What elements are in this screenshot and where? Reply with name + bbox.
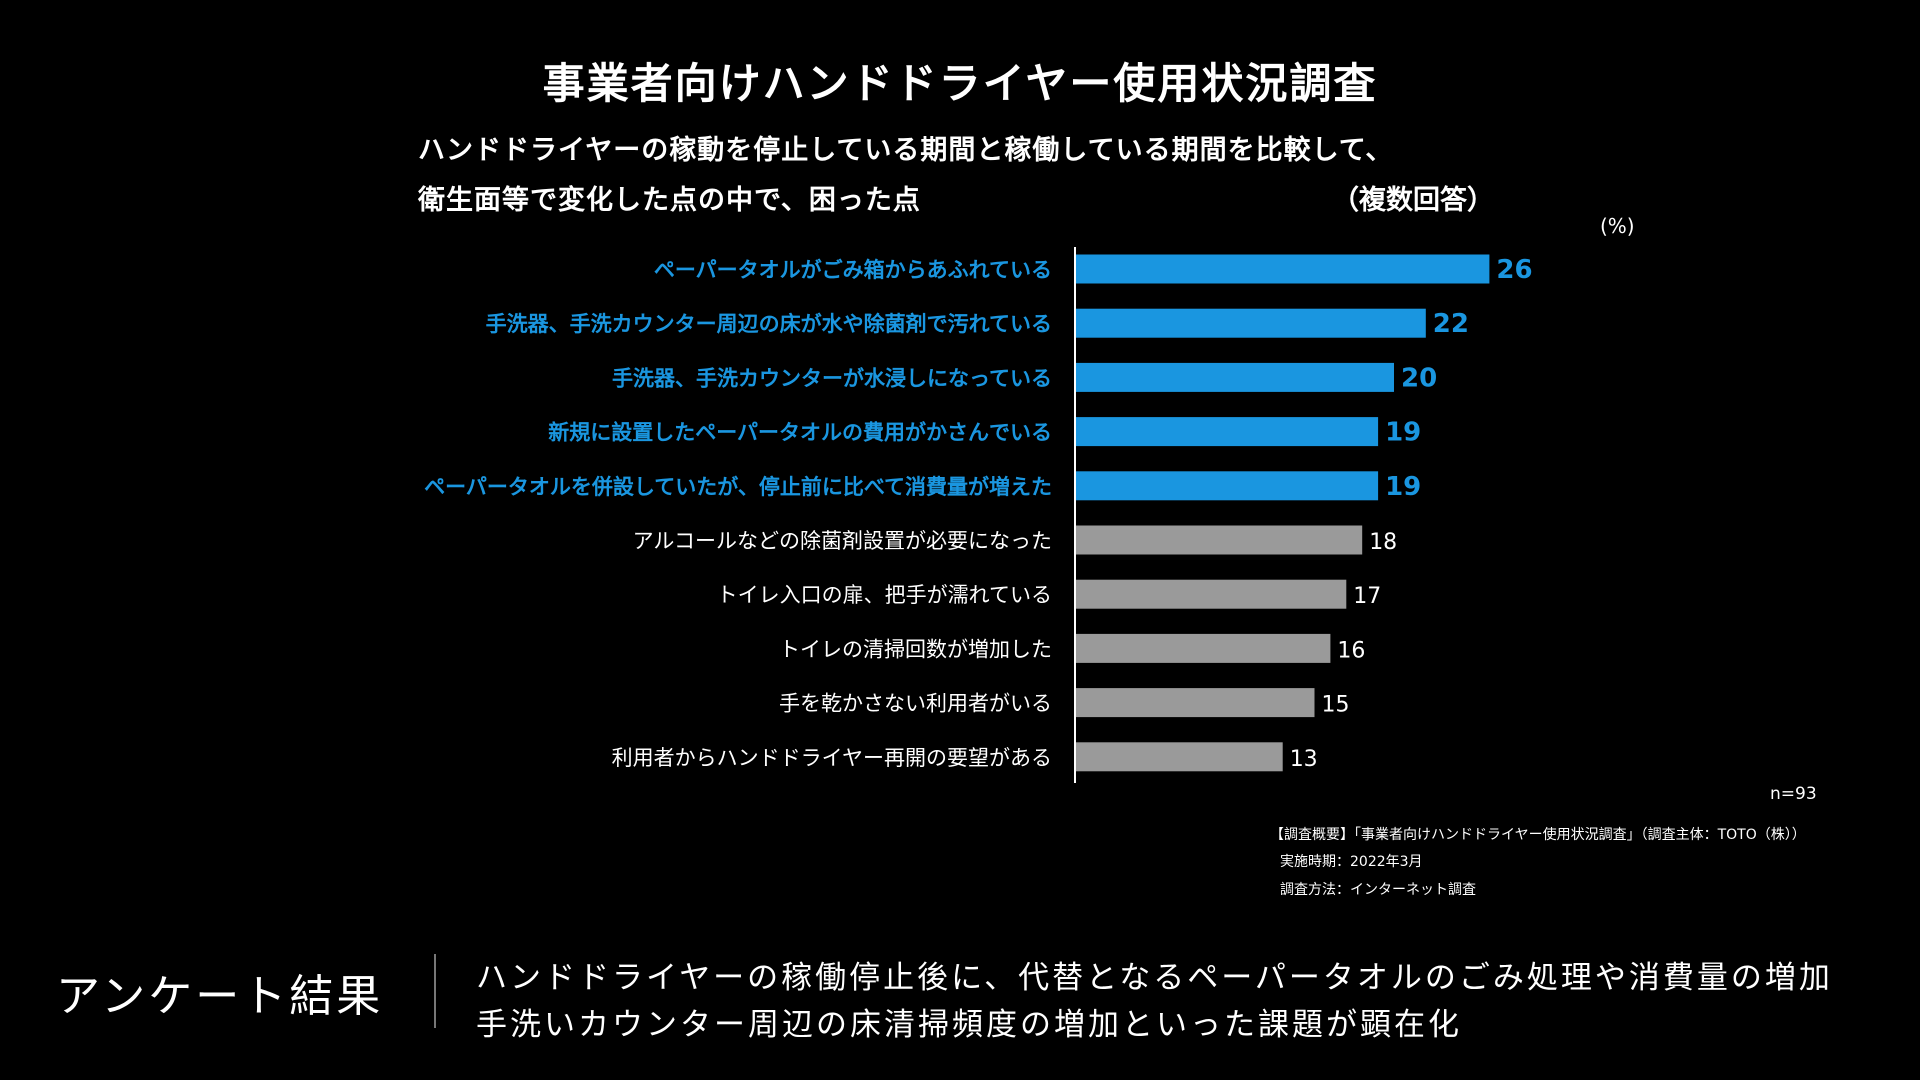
category-label-2: 手洗器、手洗カウンター周辺の床が水や除菌剤で汚れている bbox=[486, 312, 1052, 336]
category-label-4: 新規に設置したペーパータオルの費用がかさんでいる bbox=[548, 421, 1052, 445]
category-label-7: トイレ入口の扉、把手が濡れている bbox=[717, 583, 1052, 607]
value-label-5: 19 bbox=[1385, 472, 1421, 502]
chart-title: 事業者向けハンドドライヤー使用状況調査 bbox=[542, 59, 1378, 108]
bar-6 bbox=[1076, 525, 1363, 555]
value-label-3: 20 bbox=[1401, 363, 1437, 393]
bar-7 bbox=[1076, 579, 1347, 609]
value-label-8: 16 bbox=[1337, 638, 1365, 663]
value-label-7: 17 bbox=[1353, 584, 1381, 609]
chart-subtitle-line1: ハンドドライヤーの稼動を停止している期間と稼働している期間を比較して、 bbox=[418, 135, 1394, 166]
value-label-9: 15 bbox=[1322, 693, 1350, 718]
bar-3 bbox=[1076, 362, 1394, 392]
category-label-6: アルコールなどの除菌剤設置が必要になった bbox=[633, 529, 1052, 553]
value-label-4: 19 bbox=[1385, 418, 1421, 448]
bar-1 bbox=[1076, 254, 1490, 284]
bar-10 bbox=[1076, 742, 1283, 772]
category-label-3: 手洗器、手洗カウンターが水浸しになっている bbox=[612, 366, 1052, 390]
value-label-10: 13 bbox=[1290, 747, 1318, 772]
value-label-6: 18 bbox=[1369, 530, 1397, 555]
result-divider bbox=[434, 954, 436, 1028]
category-label-8: トイレの清掃回数が増加した bbox=[779, 637, 1052, 661]
bar-9 bbox=[1076, 688, 1315, 718]
bar-4 bbox=[1076, 417, 1379, 447]
category-label-5: ペーパータオルを併設していたが、停止前に比べて消費量が増えた bbox=[424, 475, 1052, 499]
category-label-10: 利用者からハンドドライヤー再開の要望がある bbox=[612, 746, 1052, 770]
survey-overview: 【調査概要】「事業者向けハンドドライヤー使用状況調査」（調査主体：TOTO（株）… bbox=[1270, 827, 1806, 843]
value-label-1: 26 bbox=[1496, 255, 1532, 285]
sample-size-label: n=93 bbox=[1770, 784, 1817, 804]
bar-2 bbox=[1076, 308, 1426, 338]
survey-method: 調査方法：インターネット調査 bbox=[1280, 882, 1476, 898]
category-label-9: 手を乾かさない利用者がいる bbox=[779, 692, 1052, 716]
unit-label: (%) bbox=[1600, 214, 1635, 238]
result-text-line2: 手洗いカウンター周辺の床清掃頻度の増加といった課題が顕在化 bbox=[476, 1007, 1462, 1043]
multiple-answer-note: （複数回答） bbox=[1332, 185, 1494, 216]
value-label-2: 22 bbox=[1433, 309, 1469, 339]
result-heading: アンケート結果 bbox=[56, 971, 384, 1022]
category-label-1: ペーパータオルがごみ箱からあふれている bbox=[654, 258, 1052, 282]
survey-period: 実施時期：2022年3月 bbox=[1280, 854, 1423, 870]
bar-5 bbox=[1076, 471, 1379, 501]
chart-subtitle-line2: 衛生面等で変化した点の中で、困った点 bbox=[418, 185, 921, 216]
result-text-line1: ハンドドライヤーの稼働停止後に、代替となるペーパータオルのごみ処理や消費量の増加 bbox=[476, 960, 1833, 996]
bar-8 bbox=[1076, 633, 1331, 663]
